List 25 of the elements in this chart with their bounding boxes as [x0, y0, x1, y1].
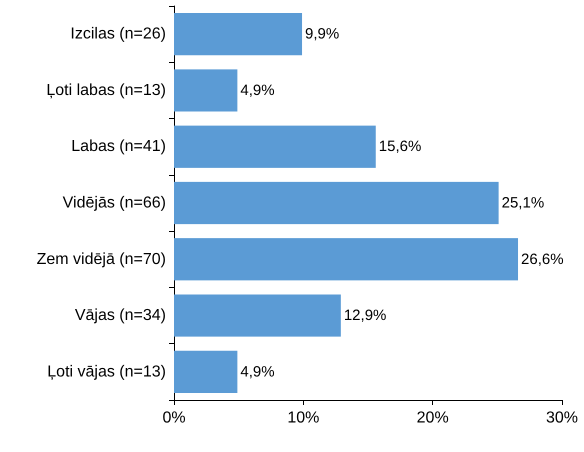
y-tick-label: Vidējās (n=66): [62, 194, 166, 212]
y-tick-label: Labas (n=41): [71, 138, 166, 156]
data-label: 4,9%: [240, 363, 275, 380]
y-tick-label: Vājas (n=34): [74, 307, 166, 324]
data-label: 12,9%: [344, 307, 386, 324]
data-label: 15,6%: [378, 138, 422, 156]
y-tick-label: Ļoti labas (n=13): [46, 82, 166, 99]
x-tick-label: 20%: [416, 410, 449, 426]
x-tick-label: 30%: [546, 410, 578, 426]
y-tick-label: Ļoti vājas (n=13): [47, 363, 166, 380]
bar: [174, 126, 376, 168]
bar: [174, 182, 499, 224]
bar: [174, 13, 302, 56]
bar: [174, 238, 518, 280]
data-label: 9,9%: [305, 26, 340, 43]
bar: [174, 294, 341, 337]
x-tick-label: 10%: [287, 410, 320, 426]
data-label: 4,9%: [240, 82, 275, 99]
y-tick-label: Zem vidējā (n=70): [36, 250, 166, 268]
data-label: 26,6%: [521, 250, 564, 268]
data-label: 25,1%: [502, 194, 544, 212]
bar: [174, 350, 238, 393]
x-tick-label: 0%: [162, 410, 186, 426]
y-tick-label: Izcilas (n=26): [70, 26, 166, 43]
bar: [174, 69, 238, 112]
